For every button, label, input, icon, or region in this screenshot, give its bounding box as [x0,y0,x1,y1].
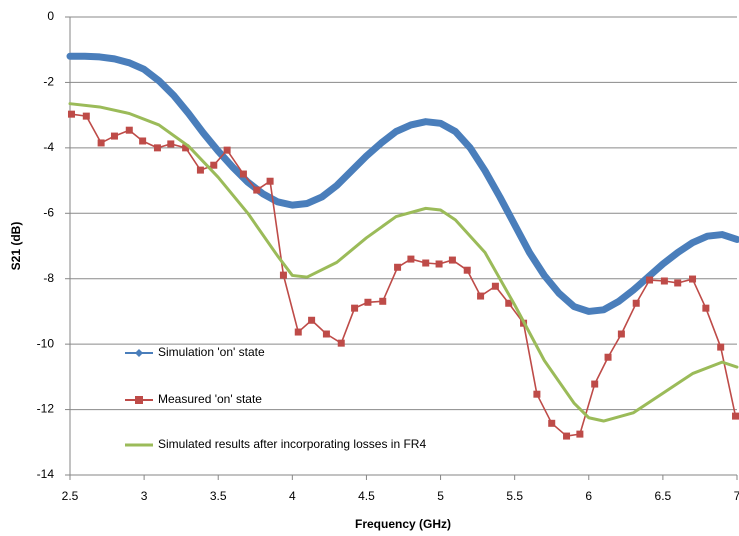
data-point [463,266,471,274]
x-tick-label: 2.5 [62,489,79,503]
data-point [448,256,456,264]
data-point [632,299,640,307]
y-axis-title: S21 (dB) [9,222,23,271]
x-tick-label: 5.5 [506,489,523,503]
data-point [153,144,161,152]
data-point [67,110,75,118]
x-tick-label: 6.5 [655,489,672,503]
data-point [308,316,316,324]
x-axis-title: Frequency (GHz) [355,517,451,531]
data-point [604,353,612,361]
data-point [110,132,118,140]
data-point [407,255,415,263]
data-point [322,330,330,338]
y-tick-label: -14 [37,467,55,481]
data-point [167,140,175,148]
x-tick-label: 3.5 [210,489,227,503]
data-point [674,279,682,287]
y-tick-label: 0 [47,9,54,23]
data-point [702,304,710,312]
data-point [196,166,204,174]
y-tick-label: -10 [37,336,55,350]
data-point [660,277,668,285]
data-point [533,390,541,398]
data-point [351,304,359,312]
data-point [505,299,513,307]
data-point [717,343,725,351]
x-tick-label: 6 [585,489,592,503]
x-tick-label: 7 [734,489,739,503]
legend-label: Measured 'on' state [158,392,262,406]
data-point [182,144,190,152]
y-tick-label: -6 [43,205,54,219]
data-point [576,430,584,438]
series-line [68,102,739,423]
data-point [125,126,133,134]
data-point [223,146,231,154]
legend-marker [135,396,143,404]
x-tick-label: 5 [437,489,444,503]
data-point [82,112,90,120]
data-point [253,186,261,194]
data-point [279,271,287,279]
data-point [491,282,499,290]
y-tick-label: -8 [43,271,54,285]
y-tick-label: -4 [43,140,54,154]
data-point [379,297,387,305]
x-tick-label: 3 [141,489,148,503]
data-point [97,139,105,147]
data-point [689,275,697,283]
data-point [617,330,625,338]
x-tick-label: 4.5 [358,489,375,503]
data-point [646,276,654,284]
data-point [732,412,739,420]
data-point [394,263,402,271]
y-tick-label: -2 [43,75,54,89]
y-tick-label: -12 [37,402,55,416]
data-point [563,432,571,440]
data-point [435,260,443,268]
data-point [591,380,599,388]
data-point [294,328,302,336]
data-point [210,161,218,169]
legend-label: Simulation 'on' state [158,345,265,359]
series-line [70,113,737,437]
data-point [477,292,485,300]
x-tick-label: 4 [289,489,296,503]
data-point [364,298,372,306]
data-point [266,177,274,185]
data-point [422,259,430,267]
data-point [239,170,247,178]
series-line [66,52,739,315]
data-point [139,137,147,145]
legend-marker [135,349,143,357]
legend-label: Simulated results after incorporating lo… [158,437,426,451]
data-point [548,419,556,427]
data-point [337,339,345,347]
